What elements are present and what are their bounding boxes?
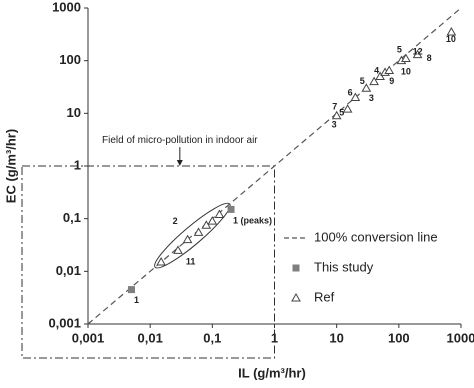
x-tick-label: 0,1 xyxy=(203,330,221,345)
y-tick-label: 0,1 xyxy=(63,210,81,225)
legend-swatch xyxy=(291,292,301,302)
point-label: 11 xyxy=(186,256,196,266)
point-label: 3 xyxy=(332,119,337,129)
point-label: 10 xyxy=(401,66,411,76)
point-label: 5 xyxy=(397,44,402,54)
field-label: Field of micro-pollution in indoor air xyxy=(102,135,258,146)
triangle-point xyxy=(384,65,395,75)
legend-label: This study xyxy=(314,259,374,274)
x-tick-label: 100 xyxy=(388,330,410,345)
point-label: 10 xyxy=(446,34,456,44)
y-tick-label: 0,01 xyxy=(56,263,81,278)
x-tick-label: 10 xyxy=(329,330,343,345)
legend-label: Ref xyxy=(314,289,335,304)
triangle-point xyxy=(350,92,361,101)
triangle-point xyxy=(331,110,342,120)
point-label: 5 xyxy=(339,108,344,118)
point-label: 1 xyxy=(134,295,139,305)
triangle-point xyxy=(182,234,193,244)
triangle-point xyxy=(173,245,183,254)
legend-swatch xyxy=(292,264,300,272)
field-box xyxy=(21,165,275,359)
point-label: 2 xyxy=(173,216,178,226)
triangle-point xyxy=(214,209,225,218)
square-point xyxy=(127,286,135,294)
x-tick-label: 0,001 xyxy=(72,330,105,345)
y-tick-label: 1000 xyxy=(52,0,81,14)
conversion-line xyxy=(87,7,462,325)
x-tick-label: 0,01 xyxy=(138,330,163,345)
legend-label: 100% conversion line xyxy=(314,229,438,244)
point-label: 4 xyxy=(374,66,379,76)
point-label: 7 xyxy=(332,102,337,112)
point-label: 5 xyxy=(360,76,365,86)
triangle-point xyxy=(401,53,411,62)
triangle-point xyxy=(375,71,385,81)
y-tick-label: 100 xyxy=(59,52,81,67)
field-arrowhead xyxy=(176,160,183,166)
triangle-point xyxy=(412,49,423,59)
x-tick-label: 1 xyxy=(271,330,278,345)
point-label: 8 xyxy=(427,53,432,63)
triangle-point xyxy=(361,83,372,92)
square-point xyxy=(227,205,235,213)
x-axis-label: IL (g/m³/hr) xyxy=(238,365,306,380)
triangle-point xyxy=(156,257,166,266)
triangle-point xyxy=(369,76,379,86)
triangle-point xyxy=(207,216,218,225)
x-tick-label: 1000 xyxy=(447,330,474,345)
point-label: 1 (peaks) xyxy=(233,215,272,225)
y-tick-label: 10 xyxy=(67,105,81,120)
triangle-point xyxy=(446,27,457,36)
triangle-point xyxy=(342,104,353,113)
y-axis-label: EC (g/m³/hr) xyxy=(3,129,18,203)
point-label: 3 xyxy=(369,93,374,103)
y-tick-label: 1 xyxy=(74,157,81,172)
y-tick-label: 0,001 xyxy=(48,315,81,330)
triangle-point xyxy=(201,220,212,229)
point-label: 9 xyxy=(389,76,394,86)
triangle-point xyxy=(193,227,204,236)
point-label: 12 xyxy=(413,47,423,57)
point-label: 6 xyxy=(348,88,353,98)
